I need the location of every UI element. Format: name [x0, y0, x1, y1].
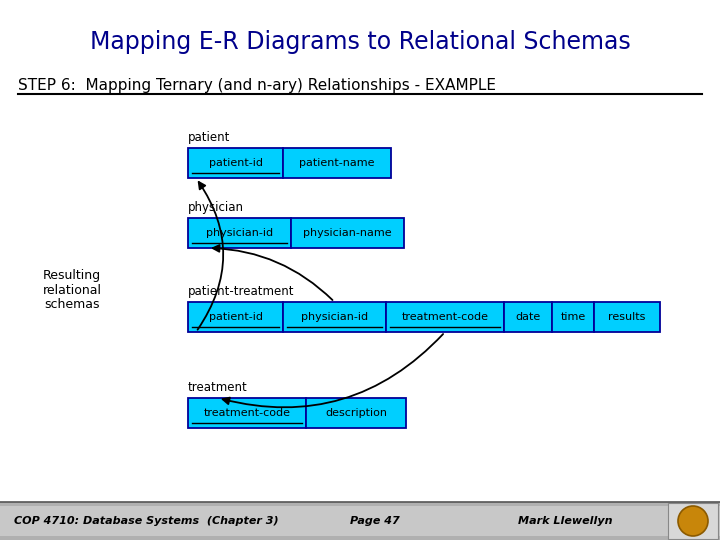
FancyBboxPatch shape — [283, 148, 391, 178]
FancyBboxPatch shape — [306, 398, 406, 428]
Text: treatment-code: treatment-code — [204, 408, 290, 418]
Text: Page 47: Page 47 — [349, 516, 400, 526]
Text: treatment-code: treatment-code — [402, 312, 488, 322]
Text: time: time — [560, 312, 585, 322]
Text: results: results — [608, 312, 646, 322]
Text: patient-name: patient-name — [300, 158, 374, 168]
FancyBboxPatch shape — [386, 302, 504, 332]
Circle shape — [678, 506, 708, 536]
Text: COP 4710: Database Systems  (Chapter 3): COP 4710: Database Systems (Chapter 3) — [14, 516, 279, 526]
Text: physician: physician — [188, 201, 244, 214]
FancyBboxPatch shape — [188, 398, 306, 428]
Text: physician-id: physician-id — [301, 312, 368, 322]
Text: description: description — [325, 408, 387, 418]
Text: Mark Llewellyn: Mark Llewellyn — [518, 516, 613, 526]
FancyBboxPatch shape — [188, 148, 283, 178]
Text: patient-treatment: patient-treatment — [188, 285, 294, 298]
Text: date: date — [516, 312, 541, 322]
Text: patient-id: patient-id — [209, 158, 263, 168]
Text: treatment: treatment — [188, 381, 248, 394]
FancyBboxPatch shape — [668, 503, 718, 539]
FancyBboxPatch shape — [291, 218, 404, 248]
FancyBboxPatch shape — [594, 302, 660, 332]
Text: patient-id: patient-id — [209, 312, 263, 322]
Text: patient: patient — [188, 131, 230, 144]
Text: Mapping E-R Diagrams to Relational Schemas: Mapping E-R Diagrams to Relational Schem… — [89, 30, 631, 54]
FancyBboxPatch shape — [188, 218, 291, 248]
FancyBboxPatch shape — [188, 302, 283, 332]
Text: Resulting
relational
schemas: Resulting relational schemas — [42, 268, 102, 312]
Text: STEP 6:  Mapping Ternary (and n-ary) Relationships - EXAMPLE: STEP 6: Mapping Ternary (and n-ary) Rela… — [18, 78, 496, 93]
FancyBboxPatch shape — [504, 302, 552, 332]
FancyBboxPatch shape — [0, 506, 720, 536]
Text: physician-id: physician-id — [206, 228, 273, 238]
Text: physician-name: physician-name — [303, 228, 392, 238]
FancyBboxPatch shape — [552, 302, 594, 332]
FancyBboxPatch shape — [0, 502, 720, 540]
FancyBboxPatch shape — [283, 302, 386, 332]
